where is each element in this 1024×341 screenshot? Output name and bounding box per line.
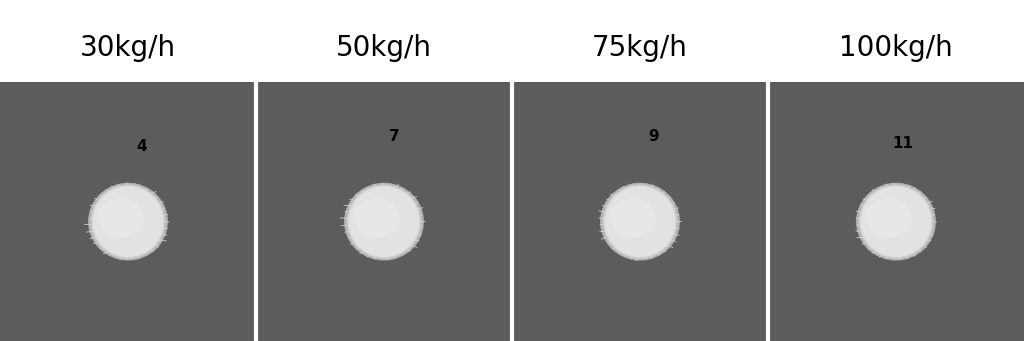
Text: 4: 4	[136, 139, 146, 154]
Bar	[0, 82, 256, 341]
Bar	[0, 0, 1024, 82]
Ellipse shape	[97, 198, 144, 238]
Text: 9: 9	[648, 129, 658, 144]
Ellipse shape	[600, 183, 680, 261]
Text: 50kg/h: 50kg/h	[336, 34, 432, 62]
Ellipse shape	[347, 184, 421, 259]
Ellipse shape	[860, 186, 932, 257]
Ellipse shape	[603, 184, 677, 259]
Ellipse shape	[92, 186, 164, 257]
Ellipse shape	[859, 184, 933, 259]
Ellipse shape	[604, 186, 676, 257]
Bar	[512, 82, 768, 341]
Ellipse shape	[91, 184, 165, 259]
Ellipse shape	[88, 183, 168, 261]
Text: 100kg/h: 100kg/h	[839, 34, 953, 62]
Text: 7: 7	[389, 129, 399, 144]
Text: 11: 11	[893, 136, 913, 151]
Text: 75kg/h: 75kg/h	[592, 34, 688, 62]
Text: 30kg/h: 30kg/h	[80, 34, 176, 62]
Ellipse shape	[609, 198, 656, 238]
Ellipse shape	[348, 186, 420, 257]
Ellipse shape	[856, 183, 936, 261]
Ellipse shape	[353, 198, 400, 238]
Bar	[768, 82, 1024, 341]
Bar	[256, 82, 512, 341]
Ellipse shape	[865, 198, 912, 238]
Ellipse shape	[344, 183, 424, 261]
